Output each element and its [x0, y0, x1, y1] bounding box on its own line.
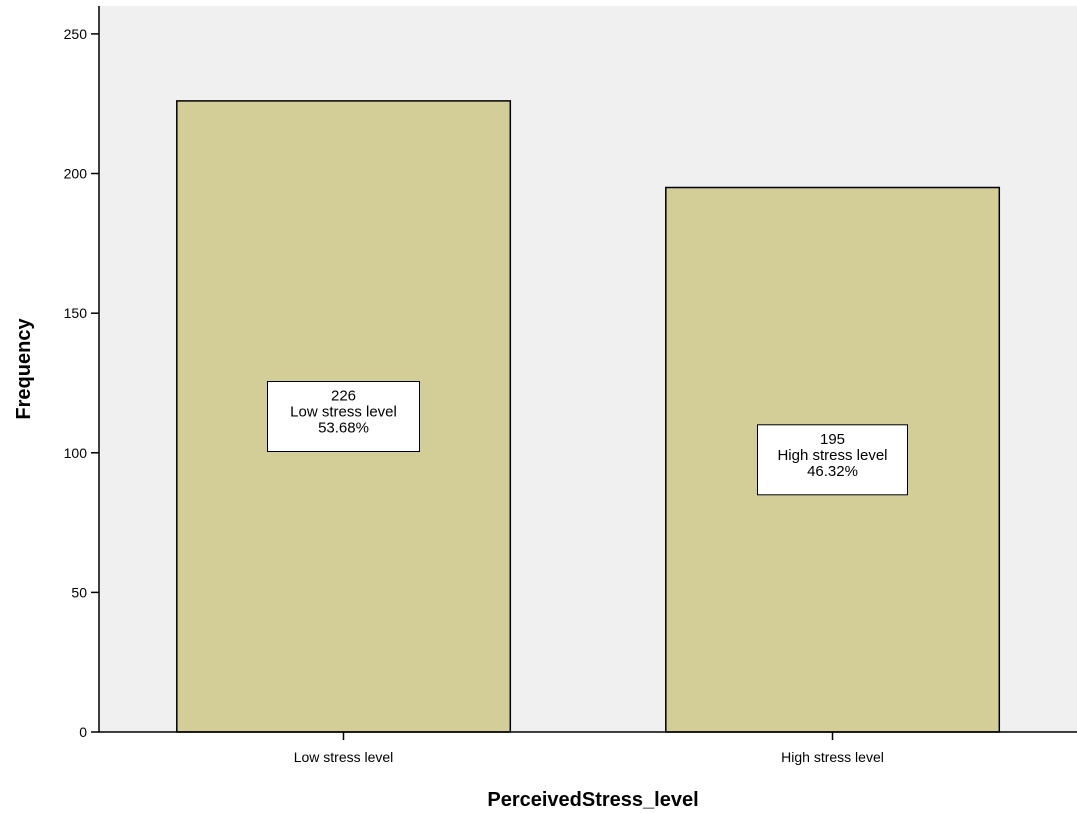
y-axis-title: Frequency [13, 318, 35, 420]
data-label-line-0-2: 53.68% [318, 420, 369, 437]
y-tick-label-1: 50 [71, 584, 87, 600]
data-label-line-0-0: 226 [331, 388, 356, 405]
y-tick-label-0: 0 [79, 724, 87, 740]
data-label-line-1-2: 46.32% [807, 463, 858, 480]
x-axis-title: PerceivedStress_level [487, 789, 698, 811]
data-label-line-1-0: 195 [820, 431, 845, 448]
data-label-box-1 [757, 424, 908, 496]
x-tick-label-1: High stress level [781, 749, 884, 765]
y-tick-label-2: 100 [64, 445, 88, 461]
x-tick-label-0: Low stress level [294, 749, 394, 765]
y-tick-label-5: 250 [64, 26, 88, 42]
data-label-line-1-1: High stress level [777, 447, 887, 464]
data-label-line-0-1: Low stress level [290, 404, 397, 421]
axes: Low stress level High stress level 0 50 100 1… [64, 6, 1077, 765]
y-tick-label-3: 150 [64, 305, 88, 321]
y-tick-label-4: 200 [64, 166, 88, 182]
data-label-box-0 [267, 381, 420, 452]
